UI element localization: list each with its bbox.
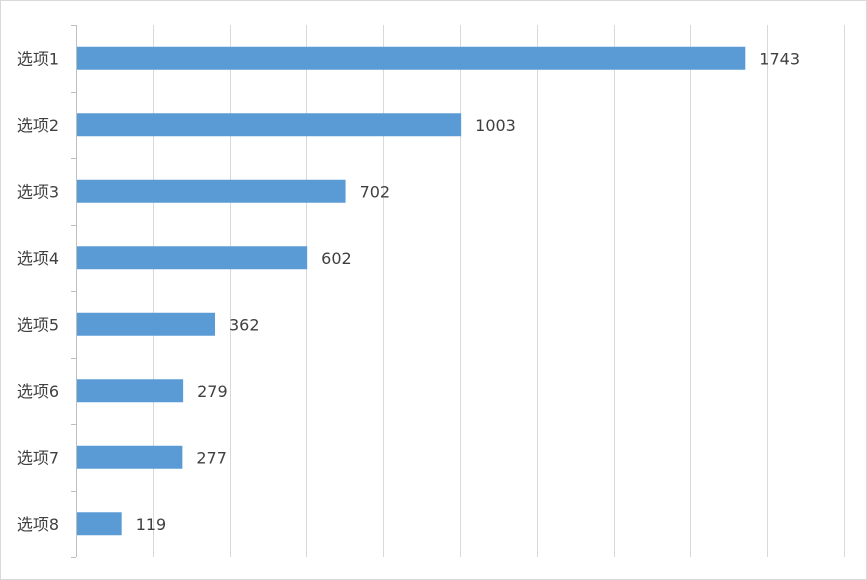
bar-6 (77, 379, 184, 403)
bar-8 (77, 512, 122, 536)
category-label-5: 选项5 (17, 315, 59, 334)
bar-1 (77, 46, 746, 70)
labels: 选项1 1743 选项2 1003 选项3 702 选项4 602 选项5 362 选项6 279 选项… (17, 49, 800, 534)
bar-3 (77, 179, 346, 203)
data-label-6: 279 (197, 382, 228, 401)
data-label-3: 702 (360, 182, 391, 201)
bar-2 (77, 113, 462, 137)
category-label-4: 选项4 (17, 249, 59, 268)
category-label-1: 选项1 (17, 49, 59, 68)
category-label-2: 选项2 (17, 116, 59, 135)
category-label-6: 选项6 (17, 382, 59, 401)
category-label-3: 选项3 (17, 182, 59, 201)
bar-4 (77, 246, 308, 270)
data-label-5: 362 (229, 315, 260, 334)
bars (77, 46, 746, 536)
bar-5 (77, 312, 216, 336)
category-label-8: 选项8 (17, 515, 59, 534)
category-label-7: 选项7 (17, 448, 59, 467)
data-label-1: 1743 (759, 49, 800, 68)
category-axis (71, 25, 77, 558)
data-label-2: 1003 (475, 116, 516, 135)
gridlines (153, 25, 845, 557)
data-label-7: 277 (196, 448, 227, 467)
bar-7 (77, 445, 183, 469)
data-label-8: 119 (136, 515, 167, 534)
data-label-4: 602 (321, 249, 352, 268)
